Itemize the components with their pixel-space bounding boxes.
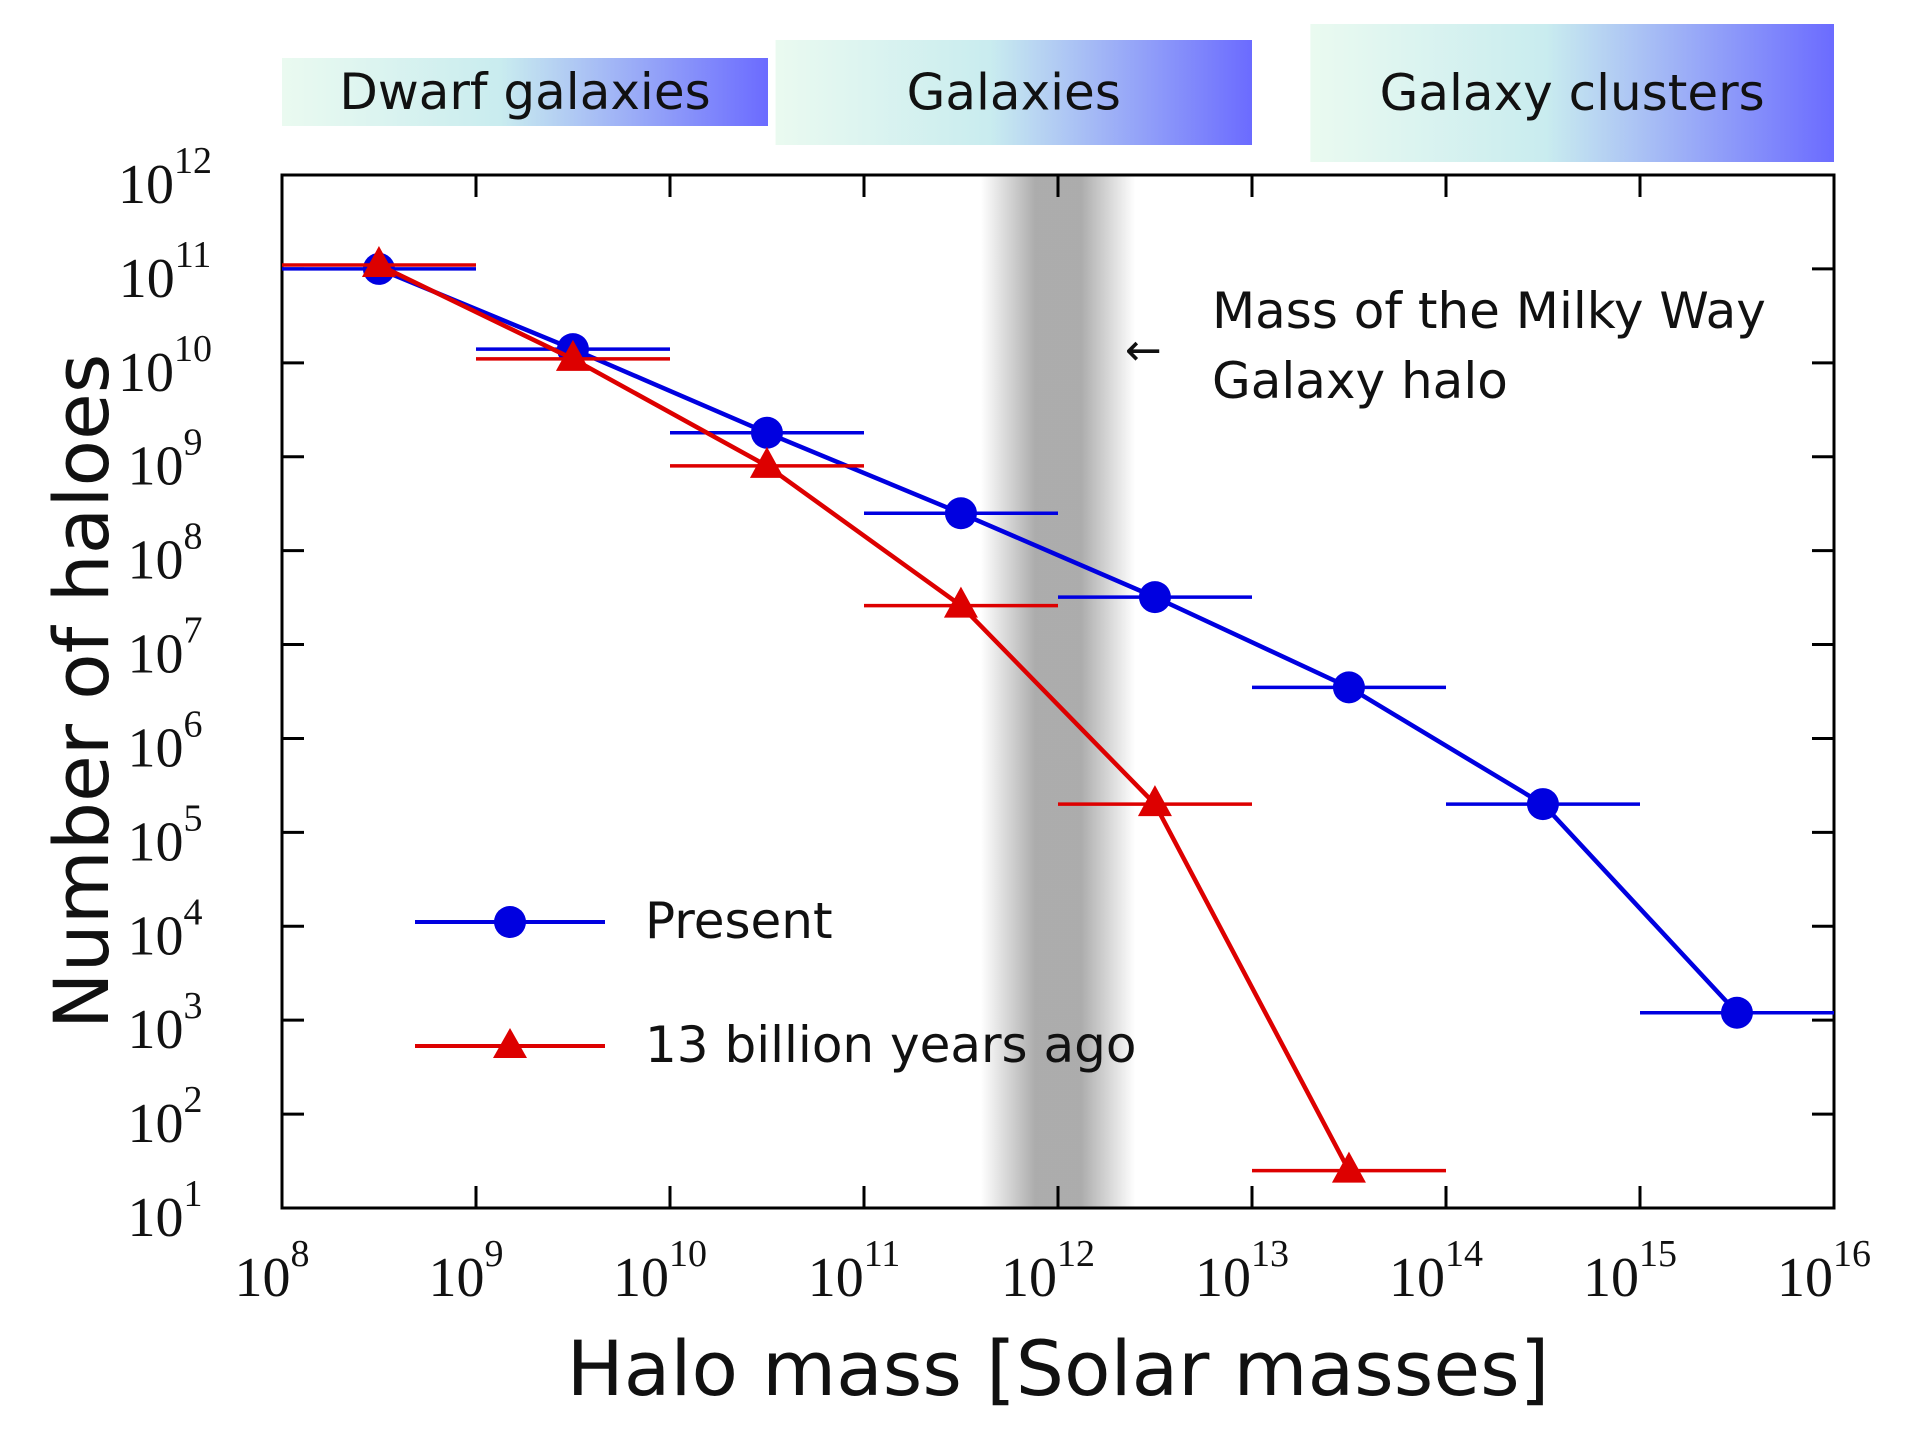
y-tick-label: 109 [128, 422, 203, 498]
y-tick-label: 102 [128, 1079, 203, 1155]
x-tick-label: 1012 [1001, 1233, 1095, 1309]
data-point [361, 246, 396, 278]
y-tick-label: 103 [128, 985, 203, 1061]
category-band-clusters-rect [1310, 24, 1834, 162]
data-point [750, 416, 783, 449]
legend-entry-present: Present [415, 892, 833, 950]
series-13-billion-years-ago [282, 246, 1446, 1183]
series-line [378, 266, 1739, 1015]
y-axis-label: Number of haloes [37, 354, 126, 1030]
data-point [943, 586, 978, 618]
data-point [1331, 1151, 1366, 1183]
legend-label-13gyr: 13 billion years ago [645, 1016, 1136, 1074]
x-tick-label: 1016 [1777, 1233, 1871, 1309]
y-tick-label: 108 [128, 516, 203, 592]
y-axis-ticks: 101 102 103 104 105 106 107 108 109 1010 1011 1012 [118, 140, 1834, 1249]
legend-marker-13gyr [493, 1028, 527, 1058]
x-tick-label: 1011 [808, 1233, 901, 1309]
data-point [749, 446, 784, 478]
x-tick-label: 1010 [613, 1233, 707, 1309]
legend-label-present: Present [645, 892, 833, 950]
data-point [1526, 788, 1559, 821]
x-tick-label: 1014 [1389, 1233, 1483, 1309]
legend: Present 13 billion years ago [415, 892, 1136, 1074]
data-point [944, 497, 977, 530]
annotation-arrow: ← [1125, 325, 1162, 376]
category-band-galaxies-label: Galaxies [907, 64, 1121, 122]
category-bands: Dwarf galaxies Galaxies Galaxy clusters [282, 24, 1834, 162]
y-tick-label: 1012 [118, 140, 212, 216]
series-layer [282, 246, 1834, 1183]
y-tick-label: 107 [128, 610, 203, 686]
x-tick-label: 108 [235, 1233, 310, 1309]
y-tick-label: 105 [128, 797, 203, 873]
y-tick-label: 106 [128, 703, 203, 779]
annotation-line-2: Galaxy halo [1212, 352, 1508, 410]
data-point [555, 339, 590, 371]
milky-way-annotation: ← Mass of the Milky Way Galaxy halo [1125, 282, 1766, 410]
category-band-dwarf-rect [282, 58, 768, 126]
annotation-line-1: Mass of the Milky Way [1212, 282, 1766, 340]
y-tick-label: 104 [128, 891, 203, 967]
category-band-dwarf-label: Dwarf galaxies [339, 63, 710, 121]
data-point [1332, 671, 1365, 704]
x-tick-label: 1015 [1583, 1233, 1677, 1309]
milky-way-mass-band [980, 175, 1136, 1208]
y-tick-label: 1010 [118, 328, 212, 404]
category-band-dwarf: Dwarf galaxies [282, 58, 768, 126]
x-tick-label: 1013 [1195, 1233, 1289, 1309]
category-band-clusters-label: Galaxy clusters [1380, 64, 1765, 122]
y-tick-label: 101 [128, 1173, 203, 1249]
category-band-clusters: Galaxy clusters [1310, 24, 1834, 162]
series-line [377, 262, 1351, 1172]
legend-entry-13gyr: 13 billion years ago [415, 1016, 1136, 1074]
legend-marker-present [494, 906, 526, 938]
data-point [1138, 581, 1171, 614]
x-tick-label: 109 [429, 1233, 504, 1309]
category-band-galaxies-rect [775, 40, 1252, 145]
data-point [1137, 785, 1172, 817]
x-axis-label: Halo mass [Solar masses] [567, 1324, 1550, 1413]
data-point [1720, 996, 1753, 1029]
x-axis-ticks: 108 109 1010 1011 1012 1013 1014 1015 1016 [235, 175, 1871, 1309]
y-tick-label: 1011 [119, 234, 212, 310]
category-band-galaxies: Galaxies [775, 40, 1252, 145]
